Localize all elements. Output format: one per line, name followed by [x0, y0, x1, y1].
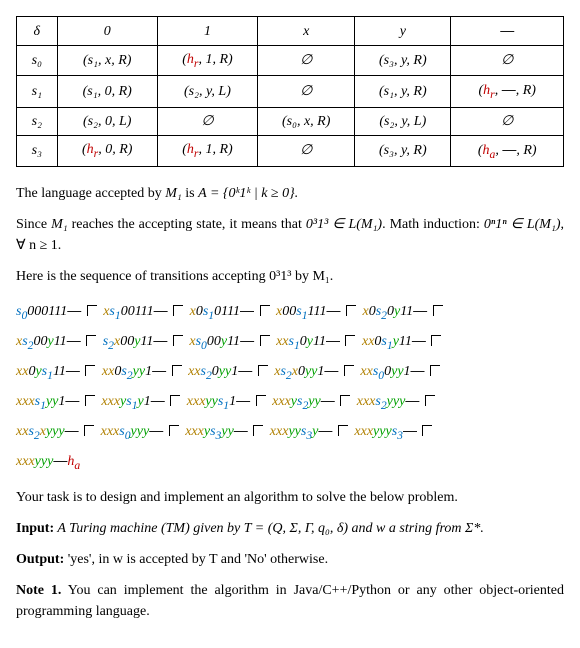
paragraph-note: Note 1. You can implement the algorithm … [16, 580, 564, 622]
paragraph-sequence-intro: Here is the sequence of transitions acce… [16, 266, 564, 287]
paragraph-induction: Since M₁ reaches the accepting state, it… [16, 214, 564, 256]
table-cell: (s₂, y, L) [355, 107, 451, 135]
transition-derivation: s0000111— xs100111— x0s10111— x00s1111— … [16, 297, 564, 477]
table-cell: (hr, 1, R) [157, 135, 257, 166]
table-cell: s₀ [17, 46, 58, 76]
note-label: Note 1. [16, 583, 61, 598]
table-cell: (s₃, y, R) [355, 135, 451, 166]
table-cell: ∅ [258, 46, 355, 76]
table-header-cell: δ [17, 17, 58, 46]
derivation-line: xxxyyy—ha [16, 447, 564, 477]
table-cell: (hr, 0, R) [57, 135, 157, 166]
table-header-cell: 1 [157, 17, 257, 46]
table-header-cell: y [355, 17, 451, 46]
table-cell: s₃ [17, 135, 58, 166]
table-cell: (s₁, 0, R) [57, 76, 157, 107]
derivation-line: xx0ys111— xx0s2yy1— xxs20yy1— xs2x0yy1— … [16, 357, 564, 387]
table-cell: ∅ [451, 46, 564, 76]
derivation-line: xxxs1yy1— xxxys1y1— xxxyys11— xxxys2yy— … [16, 387, 564, 417]
paragraph-output: Output: 'yes', in w is accepted by T and… [16, 549, 564, 570]
table-cell: s₂ [17, 107, 58, 135]
paragraph-language: The language accepted by M₁ is A = {0ᵏ1ᵏ… [16, 183, 564, 204]
derivation-line: xs200y11— s2x00y11— xs000y11— xxs10y11— … [16, 327, 564, 357]
table-cell: (s₂, y, L) [157, 76, 257, 107]
table-cell: (s₁, y, R) [355, 76, 451, 107]
table-header-cell: x [258, 17, 355, 46]
output-label: Output: [16, 552, 64, 567]
paragraph-task: Your task is to design and implement an … [16, 487, 564, 508]
table-cell: (s₂, 0, L) [57, 107, 157, 135]
derivation-line: xxs2xyyy— xxxs0yyy— xxxys3yy— xxxyys3y— … [16, 417, 564, 447]
table-cell: ∅ [157, 107, 257, 135]
table-header-cell: 0 [57, 17, 157, 46]
table-cell: (s₁, x, R) [57, 46, 157, 76]
table-cell: (s₀, x, R) [258, 107, 355, 135]
transition-table: δ01xy—s₀(s₁, x, R)(hr, 1, R)∅(s₃, y, R)∅… [16, 16, 564, 167]
table-cell: ∅ [258, 76, 355, 107]
input-label: Input: [16, 521, 54, 536]
table-cell: (hr, 1, R) [157, 46, 257, 76]
table-cell: ∅ [258, 135, 355, 166]
table-cell: ∅ [451, 107, 564, 135]
paragraph-input: Input: A Turing machine (TM) given by T … [16, 518, 564, 539]
table-header-cell: — [451, 17, 564, 46]
table-cell: (hr, —, R) [451, 76, 564, 107]
table-cell: (s₃, y, R) [355, 46, 451, 76]
table-cell: (ha, —, R) [451, 135, 564, 166]
table-cell: s₁ [17, 76, 58, 107]
derivation-line: s0000111— xs100111— x0s10111— x00s1111— … [16, 297, 564, 327]
